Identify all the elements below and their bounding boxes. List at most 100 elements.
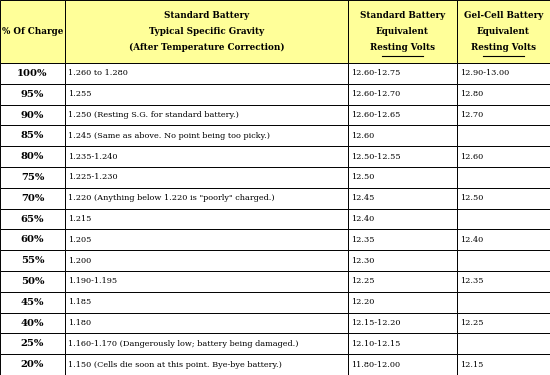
- Text: 12.80: 12.80: [460, 90, 483, 98]
- Bar: [348, 271, 456, 292]
- Text: 60%: 60%: [21, 235, 44, 244]
- Text: 1.205: 1.205: [68, 236, 91, 244]
- Bar: [348, 250, 456, 271]
- Text: 75%: 75%: [21, 173, 44, 182]
- Text: 11.80-12.00: 11.80-12.00: [351, 361, 400, 369]
- Bar: [456, 146, 550, 167]
- Text: 12.60: 12.60: [460, 153, 483, 160]
- Text: 20%: 20%: [21, 360, 44, 369]
- Bar: [456, 354, 550, 375]
- Text: 95%: 95%: [21, 90, 44, 99]
- Bar: [65, 230, 348, 250]
- Bar: [65, 313, 348, 333]
- Bar: [348, 167, 456, 188]
- Text: 50%: 50%: [21, 277, 44, 286]
- Bar: [0, 354, 65, 375]
- Bar: [65, 105, 348, 125]
- Bar: [456, 125, 550, 146]
- Text: 80%: 80%: [21, 152, 44, 161]
- Bar: [456, 105, 550, 125]
- Bar: [0, 209, 65, 230]
- Bar: [348, 188, 456, 209]
- Bar: [0, 125, 65, 146]
- Bar: [456, 63, 550, 84]
- Bar: [0, 292, 65, 313]
- Bar: [348, 125, 456, 146]
- Bar: [456, 209, 550, 230]
- Bar: [0, 271, 65, 292]
- Bar: [0, 105, 65, 125]
- Text: 12.50: 12.50: [460, 194, 483, 202]
- Text: 12.40: 12.40: [351, 215, 375, 223]
- Bar: [348, 292, 456, 313]
- Text: 1.260 to 1.280: 1.260 to 1.280: [68, 69, 128, 77]
- Text: Resting Volts: Resting Volts: [471, 43, 536, 52]
- Text: 1.180: 1.180: [68, 319, 91, 327]
- Bar: [456, 292, 550, 313]
- Text: 1.185: 1.185: [68, 298, 91, 306]
- Bar: [348, 333, 456, 354]
- Text: 12.70: 12.70: [460, 111, 483, 119]
- Text: % Of Charge: % Of Charge: [2, 27, 63, 36]
- Text: 65%: 65%: [21, 214, 44, 223]
- Bar: [0, 167, 65, 188]
- Text: 70%: 70%: [21, 194, 44, 203]
- Text: 1.215: 1.215: [68, 215, 91, 223]
- Text: Typical Specific Gravity: Typical Specific Gravity: [149, 27, 264, 36]
- Text: 55%: 55%: [21, 256, 44, 265]
- Text: 12.45: 12.45: [351, 194, 375, 202]
- Bar: [65, 188, 348, 209]
- Text: 12.50: 12.50: [351, 173, 375, 182]
- Bar: [348, 0, 456, 63]
- Bar: [65, 250, 348, 271]
- Bar: [456, 313, 550, 333]
- Text: 12.60-12.65: 12.60-12.65: [351, 111, 401, 119]
- Text: 1.200: 1.200: [68, 256, 91, 265]
- Text: 1.235-1.240: 1.235-1.240: [68, 153, 118, 160]
- Text: 85%: 85%: [21, 131, 44, 140]
- Text: 12.35: 12.35: [460, 278, 483, 285]
- Text: 12.15-12.20: 12.15-12.20: [351, 319, 401, 327]
- Bar: [456, 271, 550, 292]
- Bar: [456, 230, 550, 250]
- Bar: [65, 146, 348, 167]
- Bar: [0, 333, 65, 354]
- Bar: [0, 146, 65, 167]
- Text: 90%: 90%: [21, 111, 44, 120]
- Bar: [456, 0, 550, 63]
- Bar: [65, 167, 348, 188]
- Text: 1.190-1.195: 1.190-1.195: [68, 278, 117, 285]
- Text: 12.60-12.75: 12.60-12.75: [351, 69, 401, 77]
- Text: (After Temperature Correction): (After Temperature Correction): [129, 43, 284, 52]
- Bar: [456, 333, 550, 354]
- Bar: [348, 63, 456, 84]
- Bar: [65, 63, 348, 84]
- Bar: [0, 0, 65, 63]
- Bar: [65, 125, 348, 146]
- Bar: [65, 209, 348, 230]
- Bar: [348, 313, 456, 333]
- Text: 12.25: 12.25: [351, 278, 375, 285]
- Text: 12.60: 12.60: [351, 132, 375, 140]
- Text: 1.160-1.170 (Dangerously low; battery being damaged.): 1.160-1.170 (Dangerously low; battery be…: [68, 340, 299, 348]
- Text: 12.25: 12.25: [460, 319, 483, 327]
- Bar: [65, 271, 348, 292]
- Bar: [348, 146, 456, 167]
- Text: 12.90-13.00: 12.90-13.00: [460, 69, 509, 77]
- Bar: [0, 230, 65, 250]
- Text: 25%: 25%: [21, 339, 44, 348]
- Bar: [0, 84, 65, 105]
- Bar: [456, 188, 550, 209]
- Text: 12.50-12.55: 12.50-12.55: [351, 153, 401, 160]
- Text: 12.10-12.15: 12.10-12.15: [351, 340, 401, 348]
- Text: 12.40: 12.40: [460, 236, 483, 244]
- Text: 12.20: 12.20: [351, 298, 375, 306]
- Text: 1.250 (Resting S.G. for standard battery.): 1.250 (Resting S.G. for standard battery…: [68, 111, 239, 119]
- Bar: [65, 292, 348, 313]
- Bar: [348, 84, 456, 105]
- Bar: [0, 313, 65, 333]
- Text: 1.255: 1.255: [68, 90, 92, 98]
- Text: 100%: 100%: [17, 69, 48, 78]
- Text: 12.30: 12.30: [351, 256, 375, 265]
- Bar: [348, 105, 456, 125]
